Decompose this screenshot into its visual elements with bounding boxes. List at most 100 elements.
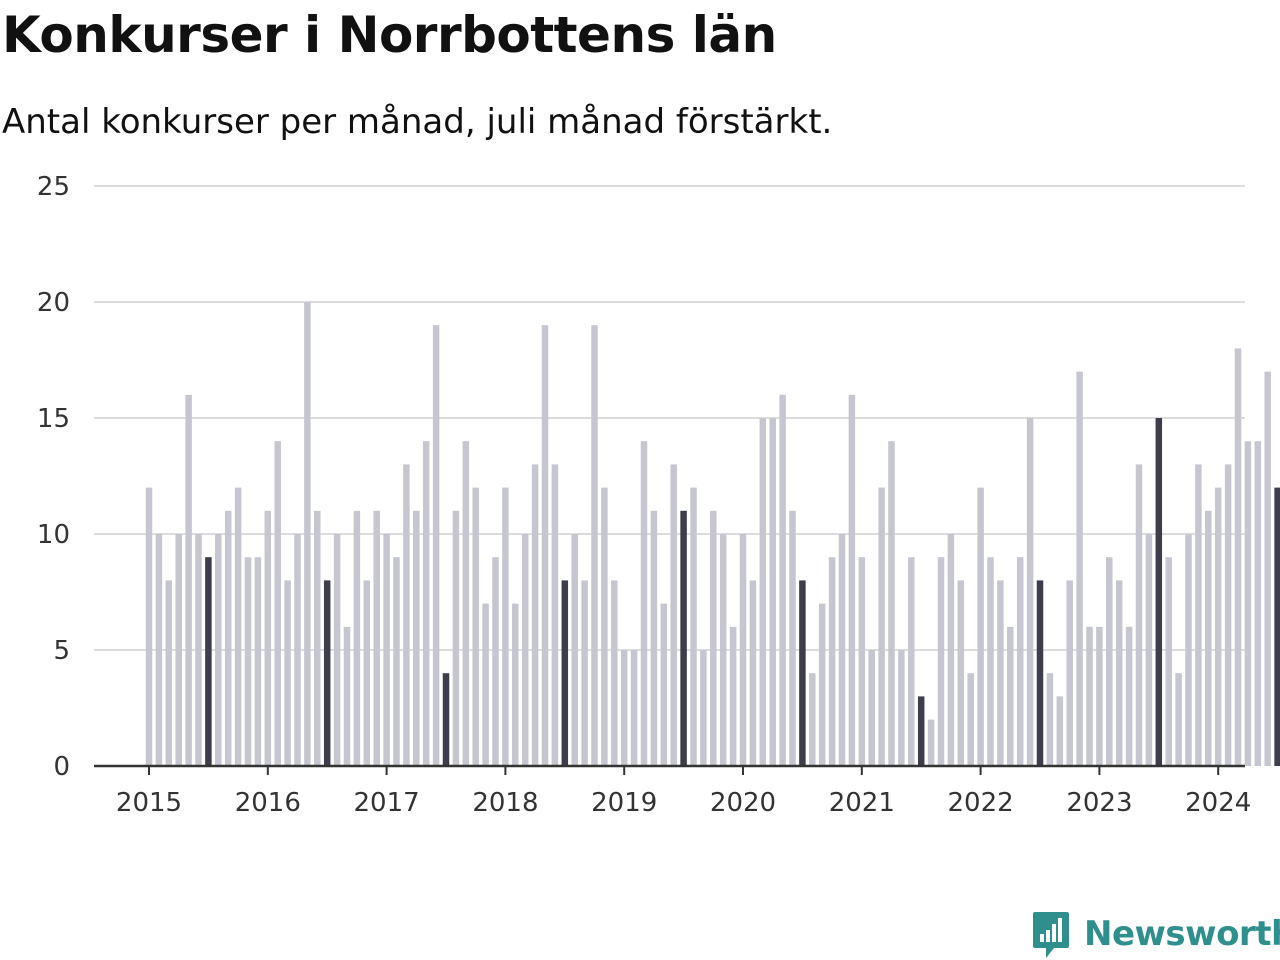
bar-july xyxy=(323,580,331,766)
x-axis-tick-labels: 2015 2016 2017 2018 2019 2020 2021 2022 2023 2024… xyxy=(116,788,1251,818)
bar xyxy=(462,441,470,766)
bar-july xyxy=(205,557,212,766)
newsworthy-logo[interactable]: Newsworthy xyxy=(1032,908,1280,960)
bar xyxy=(779,394,786,766)
bar xyxy=(838,534,846,766)
bar xyxy=(759,418,767,766)
bar xyxy=(294,534,301,766)
bar-july xyxy=(680,510,687,766)
y-tick-label: 10 xyxy=(37,520,70,550)
bar xyxy=(482,603,489,766)
x-tick-label: 2018 xyxy=(472,788,538,818)
bar xyxy=(1165,557,1172,766)
bar xyxy=(957,580,965,766)
bar xyxy=(1086,626,1093,766)
bar xyxy=(650,510,658,766)
bar xyxy=(422,441,430,766)
bar xyxy=(898,650,905,766)
bar xyxy=(789,510,796,766)
bar xyxy=(1046,673,1054,766)
y-tick-label: 5 xyxy=(53,636,70,666)
bar xyxy=(670,464,677,766)
bar xyxy=(1175,673,1182,766)
bar xyxy=(1125,626,1133,766)
bar xyxy=(185,394,192,766)
bar xyxy=(848,394,856,766)
bar xyxy=(620,650,628,766)
bar xyxy=(1145,534,1153,766)
y-axis-tick-labels: 0 5 10 15 20 25 xyxy=(37,172,70,782)
x-tick-label: 2015 xyxy=(116,788,182,818)
bar xyxy=(1214,487,1222,766)
bar xyxy=(878,487,885,766)
bar xyxy=(254,557,262,766)
bar xyxy=(1224,464,1232,766)
bar xyxy=(947,534,955,766)
bar xyxy=(304,302,311,766)
bar xyxy=(927,719,935,766)
x-tick-label: 2022 xyxy=(948,788,1014,818)
x-axis xyxy=(94,764,1245,775)
chart-title: Konkurser i Norrbottens län xyxy=(2,6,777,64)
bar xyxy=(987,557,994,766)
bar xyxy=(393,557,400,766)
bar xyxy=(739,534,747,766)
bar xyxy=(660,603,668,766)
bar xyxy=(1234,348,1242,766)
y-tick-label: 20 xyxy=(37,288,70,318)
bar xyxy=(1254,441,1262,766)
brand-name: Newsworthy xyxy=(1084,914,1280,954)
bar xyxy=(719,534,727,766)
bars xyxy=(145,302,1280,766)
bar xyxy=(700,650,707,766)
bar xyxy=(521,534,529,766)
bar-july xyxy=(442,673,450,766)
bar xyxy=(1195,464,1202,766)
bar xyxy=(234,487,242,766)
bar xyxy=(145,487,153,766)
bar xyxy=(1096,626,1103,766)
bar xyxy=(492,557,499,766)
bar xyxy=(353,510,361,766)
bar xyxy=(333,534,341,766)
bar xyxy=(858,557,866,766)
bar xyxy=(314,510,321,766)
bar xyxy=(581,580,588,766)
x-tick-label: 2019 xyxy=(591,788,657,818)
bar xyxy=(967,673,974,766)
bar xyxy=(1115,580,1123,766)
bar xyxy=(868,650,875,766)
bar xyxy=(264,510,272,766)
bar xyxy=(1066,580,1073,766)
x-tick-label: 2016 xyxy=(235,788,301,818)
bar xyxy=(640,441,648,766)
bar xyxy=(710,510,717,766)
bar xyxy=(977,487,984,766)
chart-subtitle: Antal konkurser per månad, juli månad fö… xyxy=(2,102,833,142)
bar xyxy=(690,487,697,766)
bar xyxy=(452,510,460,766)
bar xyxy=(809,673,816,766)
bar xyxy=(611,580,618,766)
bar xyxy=(165,580,173,766)
bar xyxy=(571,534,578,766)
bar xyxy=(403,464,410,766)
bar xyxy=(472,487,479,766)
bar xyxy=(1026,418,1034,766)
x-tick-label: 2023 xyxy=(1066,788,1132,818)
bar xyxy=(1185,534,1192,766)
bar xyxy=(1056,696,1064,766)
bar xyxy=(729,626,737,766)
bar-july xyxy=(1274,487,1280,766)
bar xyxy=(997,580,1004,766)
bar xyxy=(531,464,539,766)
bar xyxy=(432,325,440,766)
bar xyxy=(343,626,351,766)
bar xyxy=(1264,371,1271,766)
y-tick-label: 15 xyxy=(37,404,70,434)
bar xyxy=(413,510,420,766)
bar xyxy=(818,603,826,766)
bar xyxy=(630,650,638,766)
bar xyxy=(373,510,380,766)
